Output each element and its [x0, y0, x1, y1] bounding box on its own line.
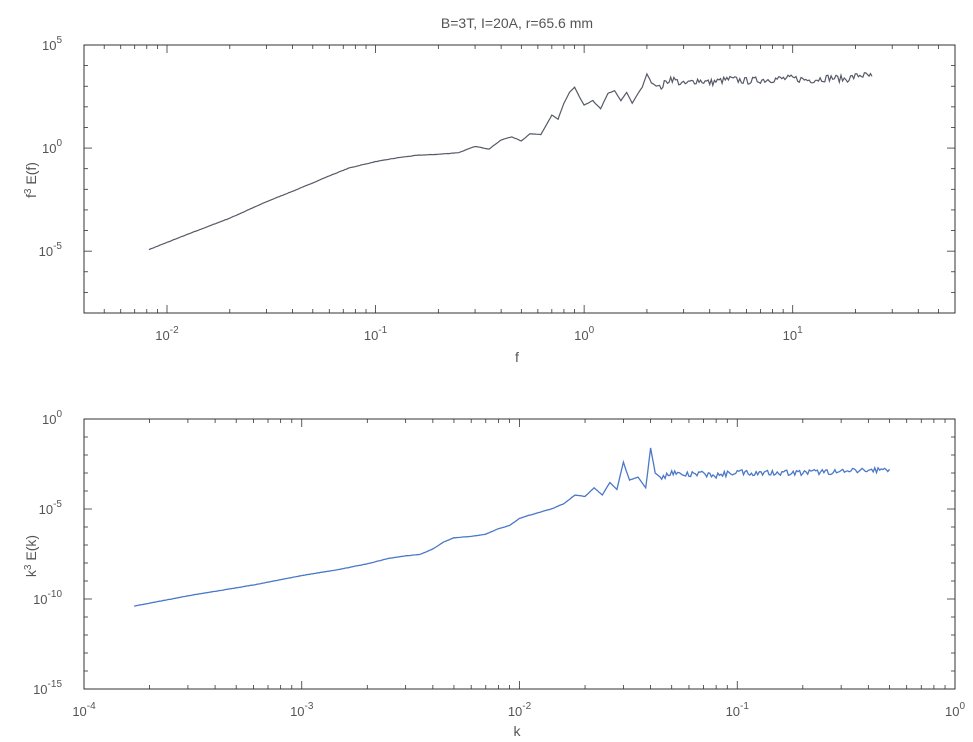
x-tick-label: 10-2 — [155, 325, 179, 343]
x-tick-label: 10-1 — [726, 701, 750, 719]
top-y-axis-label-sup: 3 — [23, 188, 34, 194]
x-tick-label: 10-1 — [364, 325, 388, 343]
y-tick-label: 10-10 — [33, 589, 62, 607]
y-tick-label: 10-5 — [39, 241, 63, 259]
top-y-axis-label-base: f — [23, 194, 39, 198]
bottom-tick-labels: 10-4 10-3 10-2 10-1 100 10-15 10-10 10-5 100 — [33, 409, 965, 719]
bottom-plot-frame — [83, 418, 956, 690]
bottom-y-axis-label-base: k — [23, 569, 39, 577]
top-tick-labels: 10-2 10-1 100 101 10-5 100 105 — [39, 35, 804, 343]
top-x-axis-label: f — [515, 349, 519, 365]
top-y-axis-label-rest: E(f) — [23, 162, 39, 188]
x-tick-label: 100 — [945, 701, 965, 719]
bottom-y-axis-label-sup: 3 — [23, 564, 34, 570]
bottom-y-axis-label-rest: E(k) — [23, 535, 39, 565]
bottom-ticks — [83, 418, 956, 690]
bottom-y-axis-label: k3 E(k) — [23, 535, 40, 577]
y-tick-label: 105 — [42, 35, 62, 53]
top-ticks — [83, 44, 956, 314]
y-tick-label: 100 — [42, 409, 62, 427]
chart-title: B=3T, I=20A, r=65.6 mm — [441, 15, 593, 31]
top-series-line — [148, 72, 873, 251]
top-plot-frame — [83, 44, 956, 314]
y-tick-label: 10-15 — [33, 679, 62, 697]
x-tick-label: 10-3 — [290, 701, 314, 719]
bottom-panel: 10-4 10-3 10-2 10-1 100 10-15 10-10 10-5 100 k k… — [23, 409, 966, 739]
y-tick-label: 10-5 — [39, 499, 63, 517]
x-tick-label: 100 — [574, 325, 594, 343]
top-panel: B=3T, I=20A, r=65.6 mm 10-2 10-1 100 10110-… — [23, 15, 956, 365]
x-tick-label: 10-4 — [72, 701, 96, 719]
x-tick-label: 101 — [783, 325, 803, 343]
bottom-x-axis-label: k — [514, 723, 522, 739]
top-y-axis-label: f3 E(f) — [23, 162, 40, 198]
x-tick-label: 10-2 — [508, 701, 532, 719]
bottom-series-line — [134, 447, 891, 607]
y-tick-label: 100 — [42, 138, 62, 156]
